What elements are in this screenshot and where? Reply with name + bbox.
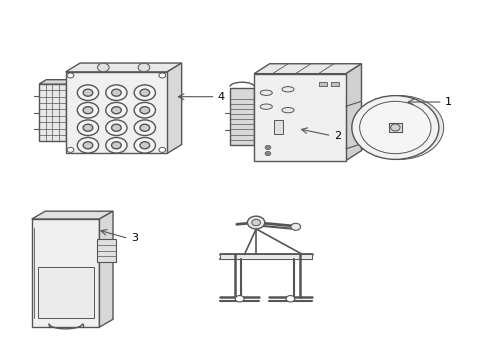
- Bar: [361, 106, 380, 149]
- Circle shape: [140, 107, 149, 114]
- Circle shape: [285, 296, 294, 302]
- Polygon shape: [167, 63, 181, 153]
- Circle shape: [247, 216, 264, 229]
- Circle shape: [134, 138, 155, 153]
- Circle shape: [83, 107, 93, 114]
- Circle shape: [83, 89, 93, 96]
- Polygon shape: [32, 219, 99, 327]
- Text: 1: 1: [444, 97, 451, 107]
- Circle shape: [111, 107, 121, 114]
- Polygon shape: [39, 80, 73, 84]
- Bar: [330, 82, 338, 86]
- Circle shape: [111, 142, 121, 149]
- Text: 3: 3: [131, 234, 138, 243]
- Polygon shape: [346, 64, 361, 161]
- Ellipse shape: [282, 87, 293, 92]
- Polygon shape: [32, 211, 113, 219]
- Circle shape: [77, 85, 99, 100]
- Bar: [273, 120, 283, 134]
- Polygon shape: [99, 211, 113, 327]
- Circle shape: [140, 89, 149, 96]
- Circle shape: [77, 102, 99, 118]
- Polygon shape: [39, 84, 65, 141]
- Circle shape: [134, 85, 155, 100]
- Circle shape: [83, 124, 93, 131]
- Circle shape: [159, 73, 165, 78]
- Ellipse shape: [282, 108, 293, 113]
- Ellipse shape: [260, 104, 272, 109]
- Text: 4: 4: [218, 92, 224, 102]
- Ellipse shape: [260, 90, 272, 95]
- Bar: [97, 239, 116, 262]
- Circle shape: [138, 63, 149, 72]
- Circle shape: [140, 142, 149, 149]
- Circle shape: [97, 63, 109, 72]
- Circle shape: [359, 102, 430, 154]
- Circle shape: [264, 145, 270, 150]
- Bar: [388, 122, 401, 132]
- Circle shape: [105, 85, 127, 100]
- Circle shape: [159, 147, 165, 152]
- Circle shape: [390, 124, 399, 131]
- Bar: [254, 74, 346, 161]
- Bar: [38, 267, 94, 318]
- Circle shape: [140, 124, 149, 131]
- Circle shape: [105, 138, 127, 153]
- Circle shape: [67, 147, 74, 152]
- Circle shape: [134, 102, 155, 118]
- Polygon shape: [65, 63, 181, 72]
- Circle shape: [67, 73, 74, 78]
- Circle shape: [105, 102, 127, 118]
- Circle shape: [235, 296, 244, 302]
- Circle shape: [251, 219, 260, 226]
- Circle shape: [356, 96, 443, 159]
- Circle shape: [111, 89, 121, 96]
- Circle shape: [77, 120, 99, 135]
- Text: 2: 2: [333, 131, 340, 141]
- Circle shape: [111, 124, 121, 131]
- Bar: [65, 72, 167, 153]
- Bar: [220, 255, 311, 259]
- Circle shape: [83, 142, 93, 149]
- Circle shape: [77, 138, 99, 153]
- Circle shape: [105, 120, 127, 135]
- Bar: [319, 82, 326, 86]
- Circle shape: [134, 120, 155, 135]
- Circle shape: [264, 152, 270, 156]
- Circle shape: [351, 96, 438, 159]
- Circle shape: [290, 223, 300, 230]
- Polygon shape: [229, 89, 254, 145]
- Polygon shape: [254, 64, 361, 74]
